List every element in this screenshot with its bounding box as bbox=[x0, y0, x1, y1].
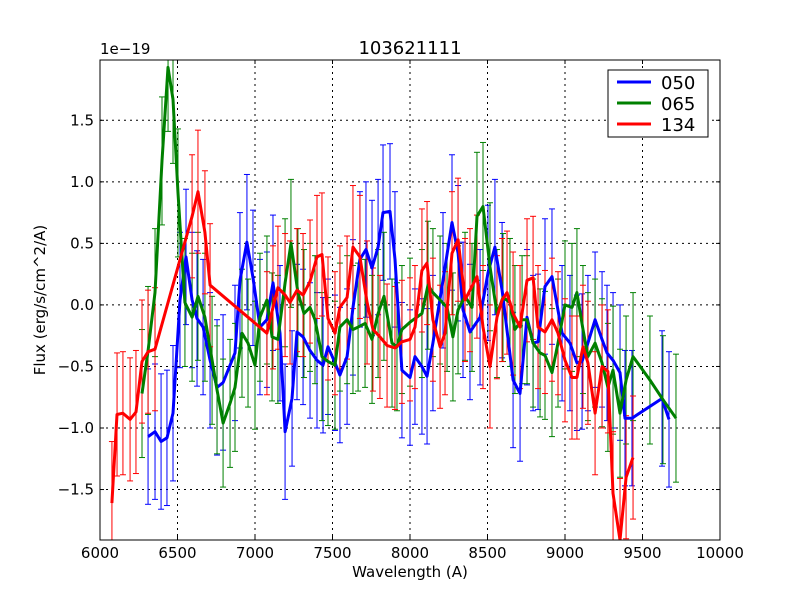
series-line-065 bbox=[140, 65, 678, 425]
legend-label-065: 065 bbox=[661, 94, 695, 115]
x-tick-label: 7000 bbox=[236, 544, 274, 562]
y-tick-label: 0.0 bbox=[70, 296, 94, 314]
y-tick-label: −1.5 bbox=[58, 481, 94, 499]
x-tick-label: 10000 bbox=[696, 544, 744, 562]
y-axis-label: Flux (erg/s/cm^2/A) bbox=[31, 225, 49, 376]
y-tick-label: 0.5 bbox=[70, 234, 94, 252]
ticks: 6000 6500 7000 7500 8000 8500 9000 9500 10000 −1.… bbox=[58, 60, 744, 562]
series-line-050 bbox=[147, 209, 671, 443]
x-tick-label: 8500 bbox=[468, 544, 506, 562]
x-tick-label: 8000 bbox=[391, 544, 429, 562]
y-tick-label: −0.5 bbox=[58, 357, 94, 375]
x-tick-label: 9000 bbox=[546, 544, 584, 562]
y-tick-label: 1.0 bbox=[70, 173, 94, 191]
chart-title: 103621111 bbox=[358, 38, 461, 59]
y-tick-label: 1.5 bbox=[70, 111, 94, 129]
x-tick-label: 7500 bbox=[313, 544, 351, 562]
x-tick-label: 9500 bbox=[623, 544, 661, 562]
x-tick-label: 6000 bbox=[81, 544, 119, 562]
legend-label-134: 134 bbox=[661, 115, 695, 136]
x-axis-label: Wavelength (A) bbox=[352, 563, 468, 581]
y-tick-label: −1.0 bbox=[58, 419, 94, 437]
series-line-134 bbox=[110, 190, 635, 540]
x-tick-label: 6500 bbox=[158, 544, 196, 562]
legend-label-050: 050 bbox=[661, 73, 695, 94]
plot-area bbox=[108, 60, 679, 540]
y-offset-label: 1e−19 bbox=[100, 40, 150, 58]
